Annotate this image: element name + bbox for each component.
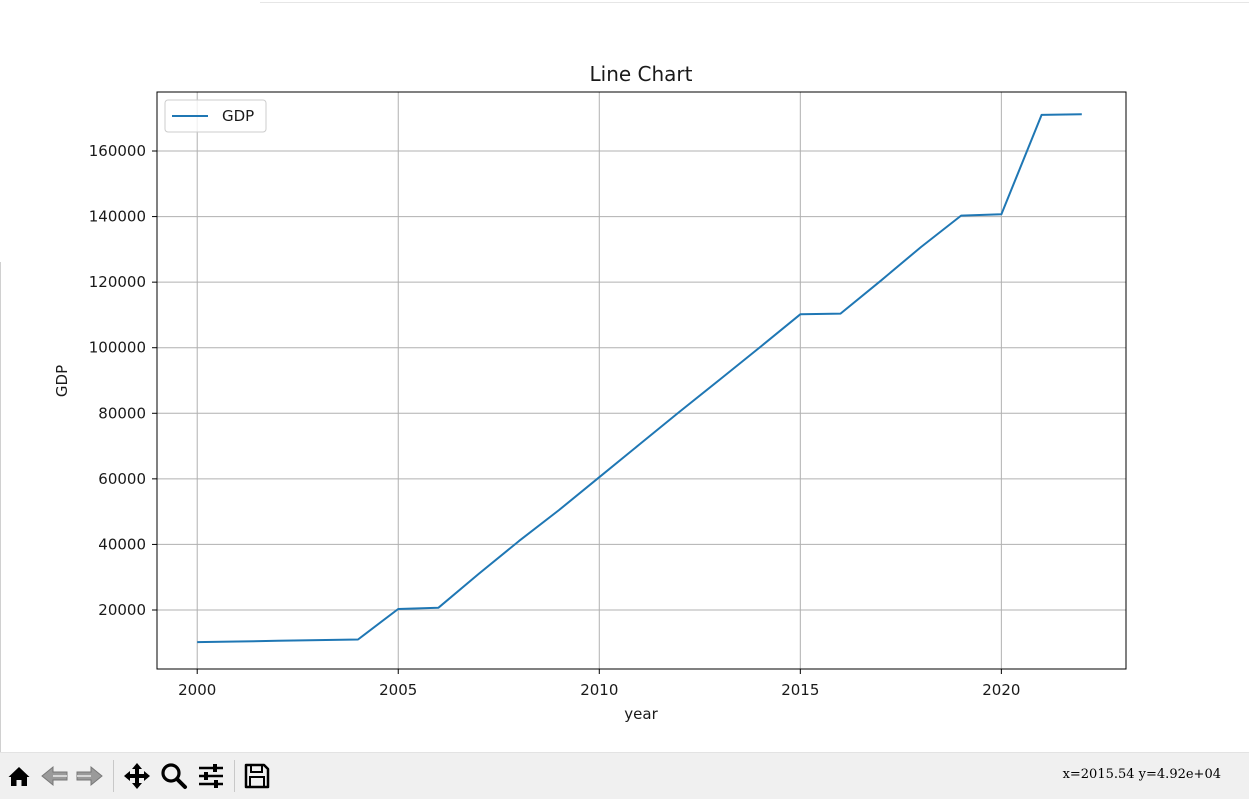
navigation-toolbar: x=2015.54 y=4.92e+04	[0, 752, 1249, 799]
configure-subplots-icon	[199, 764, 223, 788]
back-button[interactable]	[40, 761, 70, 791]
home-button[interactable]	[4, 761, 34, 791]
configure-subplots-button[interactable]	[196, 761, 226, 791]
y-ticks: 20000 40000 60000 80000 100000 120000 140000 16…	[89, 142, 157, 619]
figure-canvas[interactable]: 2000 2005 2010 2015 2020 20000 40000 60000 8000…	[0, 0, 1249, 752]
legend-label: GDP	[222, 107, 254, 125]
home-icon	[8, 767, 30, 786]
axes-frame	[156, 91, 1127, 670]
x-tick-label: 2020	[982, 681, 1020, 699]
x-tick-label: 2005	[379, 681, 417, 699]
y-tick-label: 20000	[98, 601, 146, 619]
toolbar-separator	[234, 760, 235, 792]
pan-button[interactable]	[122, 761, 152, 791]
chart-title: Line Chart	[590, 62, 693, 86]
x-axis-label: year	[624, 705, 658, 723]
x-ticks: 2000 2005 2010 2015 2020	[178, 669, 1020, 699]
zoom-icon	[161, 763, 187, 789]
save-icon	[244, 763, 270, 789]
y-tick-label: 120000	[89, 273, 146, 291]
forward-button[interactable]	[74, 761, 104, 791]
y-tick-label: 40000	[98, 535, 146, 553]
forward-icon	[76, 765, 103, 787]
window-left-edge	[0, 262, 1, 752]
x-tick-label: 2015	[781, 681, 819, 699]
y-tick-label: 80000	[98, 404, 146, 422]
y-tick-label: 60000	[98, 470, 146, 488]
y-tick-label: 160000	[89, 142, 146, 160]
y-tick-label: 100000	[89, 339, 146, 357]
back-icon	[41, 765, 68, 787]
y-axis-label: GDP	[53, 365, 71, 397]
x-tick-label: 2010	[580, 681, 618, 699]
plot-series	[197, 113, 1082, 644]
series-line-gdp	[197, 113, 1082, 644]
toolbar-separator	[113, 760, 114, 792]
legend: GDP	[164, 99, 267, 133]
cursor-coordinates: x=2015.54 y=4.92e+04	[1062, 767, 1221, 782]
pan-icon	[124, 763, 150, 789]
zoom-button[interactable]	[159, 761, 189, 791]
window-top-edge	[260, 0, 1249, 3]
x-tick-label: 2000	[178, 681, 216, 699]
legend-box	[164, 99, 267, 133]
y-tick-label: 140000	[89, 208, 146, 226]
grid-lines	[157, 92, 1126, 669]
save-button[interactable]	[242, 761, 272, 791]
